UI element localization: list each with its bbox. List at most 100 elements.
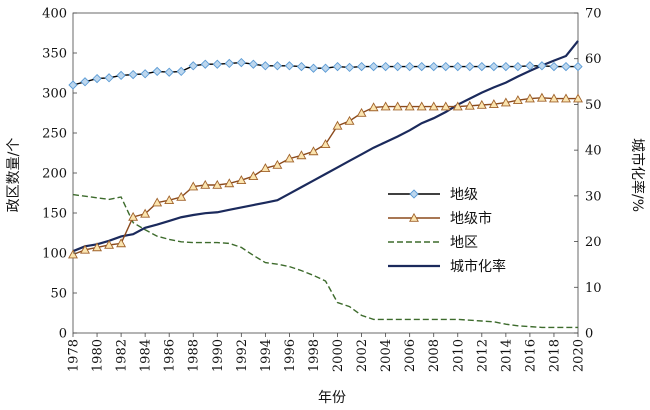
- data-point: [380, 61, 391, 72]
- data-point: [500, 97, 511, 107]
- x-tick-label: 2000: [331, 339, 346, 372]
- series-line: [72, 193, 578, 329]
- data-point: [549, 61, 559, 72]
- series-0: [68, 57, 583, 90]
- data-point: [488, 99, 499, 109]
- data-point: [68, 249, 78, 259]
- data-point: [140, 69, 150, 79]
- data-point: [272, 61, 283, 71]
- data-point: [128, 211, 139, 221]
- data-point: [405, 61, 415, 72]
- data-point: [573, 93, 583, 103]
- y-left-tick-label: 200: [42, 167, 67, 182]
- x-tick-label: 2016: [523, 339, 538, 372]
- data-point: [272, 159, 283, 169]
- x-tick-label: 2014: [499, 339, 514, 372]
- data-point: [248, 59, 258, 69]
- series-3: [72, 40, 579, 253]
- y-right-tick-label: 60: [585, 52, 602, 67]
- y-right-tick-label: 70: [585, 7, 602, 22]
- data-point: [140, 208, 151, 218]
- y-axis-left-title: 政区数量/个: [6, 138, 22, 213]
- data-point: [188, 61, 198, 71]
- x-tick-label: 1994: [259, 339, 274, 372]
- data-point: [284, 61, 295, 71]
- data-point: [537, 61, 547, 71]
- data-point: [116, 238, 127, 248]
- data-point: [332, 120, 343, 130]
- x-tick-label: 2004: [379, 339, 394, 372]
- x-tick-label: 1982: [115, 339, 130, 372]
- legend-label: 地级市: [450, 210, 492, 227]
- data-point: [548, 93, 559, 103]
- data-point: [393, 61, 403, 72]
- data-point: [501, 61, 511, 72]
- data-point: [368, 61, 379, 72]
- data-point: [260, 61, 271, 71]
- legend-marker: [409, 189, 419, 199]
- y-right-tick-label: 50: [585, 98, 602, 113]
- y-left-tick-label: 250: [42, 127, 67, 142]
- data-point: [356, 107, 367, 117]
- data-point: [200, 59, 210, 69]
- data-point: [536, 92, 547, 102]
- y-left-tick-label: 400: [42, 7, 67, 22]
- data-point: [320, 63, 331, 73]
- data-point: [524, 93, 535, 103]
- legend-label: 城市化率: [450, 258, 506, 275]
- data-point: [561, 93, 571, 103]
- y-left-tick-label: 50: [50, 287, 67, 302]
- data-point: [428, 101, 439, 111]
- data-point: [513, 61, 523, 72]
- data-point: [296, 61, 307, 72]
- data-point: [525, 61, 535, 71]
- data-point: [176, 191, 187, 201]
- data-point: [164, 195, 175, 205]
- axes-layer: 0 50 100 150 200 250 300 350 400 0 10 20 30 40 50 60 70 1…: [42, 7, 601, 373]
- data-point: [92, 73, 102, 84]
- x-tick-label: 1980: [91, 339, 106, 372]
- data-point: [248, 171, 259, 181]
- x-tick-label: 1998: [307, 339, 322, 372]
- data-point: [344, 115, 355, 125]
- data-point: [380, 101, 391, 111]
- legend-item: 地区: [388, 235, 478, 251]
- data-point: [332, 61, 343, 72]
- data-point: [128, 69, 138, 80]
- y-right-tick-label: 30: [585, 189, 602, 204]
- y-right-tick-label: 40: [585, 144, 602, 159]
- legend-label: 地区: [450, 235, 478, 251]
- data-point: [417, 61, 427, 72]
- data-point: [416, 101, 427, 111]
- x-tick-label: 1978: [67, 339, 82, 372]
- x-tick-label: 2020: [572, 339, 587, 372]
- data-point: [152, 197, 163, 207]
- data-point: [356, 61, 367, 72]
- y-right-tick-label: 20: [585, 235, 602, 250]
- data-point: [236, 57, 246, 68]
- data-point: [344, 62, 355, 73]
- x-tick-label: 1992: [235, 339, 250, 372]
- data-point: [212, 59, 222, 69]
- y-axis-right-title: 城市化率/%: [629, 138, 646, 212]
- legend-item: 地级: [388, 187, 478, 203]
- series-line: [72, 40, 579, 253]
- x-axis-title: 年份: [318, 390, 346, 406]
- data-point: [236, 175, 247, 185]
- data-point: [200, 179, 211, 189]
- y-right-tick-label: 0: [585, 327, 593, 342]
- y-left-tick-label: 300: [42, 87, 67, 102]
- data-point: [308, 63, 319, 73]
- data-point: [224, 178, 235, 188]
- data-point: [441, 61, 451, 72]
- data-point: [212, 179, 223, 189]
- x-tick-label: 1984: [139, 339, 154, 372]
- y-left-tick-label: 350: [42, 47, 67, 62]
- data-point: [573, 61, 583, 72]
- data-point: [164, 67, 174, 77]
- data-point: [440, 101, 451, 111]
- data-point: [476, 99, 487, 109]
